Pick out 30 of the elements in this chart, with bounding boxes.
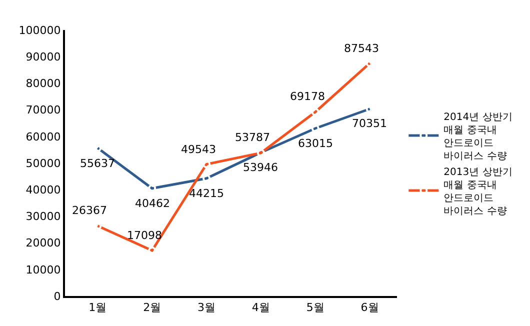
x-tick-label: 1월 — [88, 301, 107, 314]
y-tick-label: 50000 — [26, 156, 61, 170]
legend-label: 2013년 상반기 매월 중국내 안드로이드 바이러스 수량 — [444, 166, 512, 217]
y-tick-label: 80000 — [26, 77, 61, 90]
x-tick-label: 2월 — [143, 301, 162, 314]
data-label: 49543 — [181, 143, 216, 156]
y-tick-label: 0 — [54, 290, 61, 303]
data-label: 70351 — [352, 117, 387, 130]
data-label: 69178 — [290, 90, 325, 103]
data-label: 53946 — [243, 161, 278, 174]
data-label: 87543 — [344, 42, 379, 55]
data-label: 44215 — [189, 187, 224, 200]
data-label: 55637 — [80, 157, 115, 170]
x-tick-label: 6월 — [360, 301, 379, 314]
y-tick-label: 90000 — [26, 50, 61, 64]
x-tick-label: 5월 — [306, 301, 324, 314]
y-tick-label: 40000 — [26, 183, 61, 196]
x-tick-label: 3월 — [198, 301, 216, 314]
data-label: 63015 — [298, 137, 333, 150]
x-tick-label: 4월 — [252, 301, 270, 314]
y-tick-label: 10000 — [26, 263, 61, 276]
data-label: 53787 — [235, 131, 270, 144]
data-label: 26367 — [72, 204, 107, 217]
y-tick-label: 20000 — [26, 236, 61, 250]
legend-label: 2014년 상반기 매월 중국내 안드로이드 바이러스 수량 — [444, 112, 512, 162]
y-tick-label: 60000 — [26, 130, 61, 144]
y-tick-label: 100000 — [18, 24, 61, 37]
y-tick-label: 70000 — [26, 104, 61, 117]
y-tick-label: 30000 — [26, 210, 61, 224]
data-label: 40462 — [135, 197, 170, 210]
